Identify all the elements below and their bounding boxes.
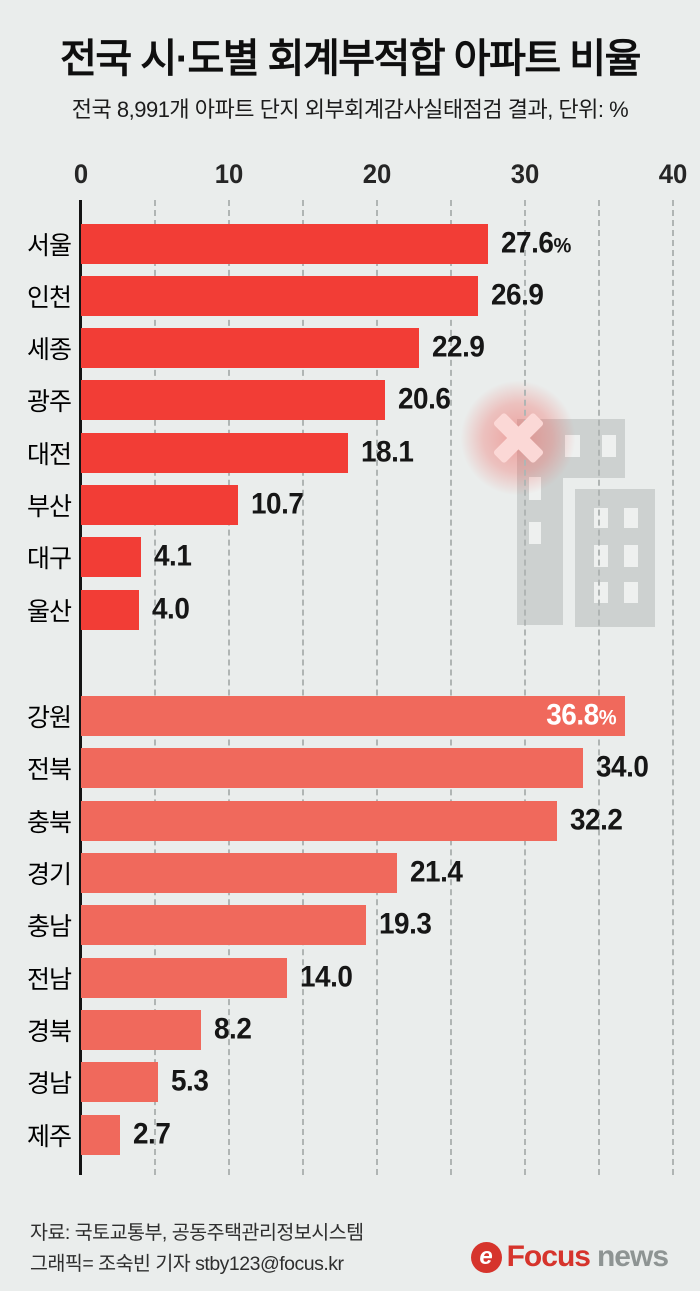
bar (81, 328, 419, 369)
bar-label: 울산 (26, 597, 72, 626)
bar (81, 852, 397, 893)
bar (81, 432, 348, 473)
gridline (524, 200, 526, 1175)
bar-label: 전남 (26, 965, 72, 994)
source-note: 자료: 국토교통부, 공동주택관리정보시스템 (30, 1222, 364, 1244)
bar (81, 380, 385, 421)
bar-label: 경남 (26, 1070, 72, 1099)
bar-label: 전북 (26, 756, 72, 785)
bar-label: 광주 (26, 388, 72, 417)
bar-label: 강원 (26, 704, 72, 732)
gridline (450, 200, 452, 1175)
bar-value-label: 2.7 (132, 1116, 171, 1150)
title-part-regular: 전국 시·도별 (60, 37, 268, 81)
bar (81, 1062, 159, 1103)
bar-value-label: 18.1 (360, 435, 414, 469)
title-part-regular: 비율 (559, 37, 641, 81)
bar-label: 충북 (26, 808, 72, 837)
bar (81, 1009, 202, 1050)
x-axis-tick-label: 30 (510, 159, 540, 189)
bar-value-label: 26.9 (491, 278, 544, 312)
x-axis-tick-label: 0 (73, 159, 89, 189)
chart-subtitle: 전국 8,991개 아파트 단지 외부회계감사실태점검 결과, 단위: % (71, 97, 629, 122)
bar-value-label: 19.3 (378, 907, 432, 941)
gridline (376, 200, 378, 1175)
credit-note: 그래픽= 조숙빈 기자 stby123@focus.kr (30, 1253, 344, 1275)
bar-label: 인천 (26, 283, 72, 312)
gridline (154, 200, 156, 1175)
x-axis-tick-label: 20 (362, 159, 392, 189)
y-axis-line (79, 200, 82, 1175)
bar-value-label: 14.0 (300, 959, 353, 993)
logo-suffix-text: news (596, 1240, 669, 1273)
bar (81, 537, 141, 578)
bar-label: 대구 (26, 545, 72, 574)
bar-value-label: 22.9 (431, 330, 485, 364)
title-part-bold: 회계부적합 아파트 (267, 37, 562, 81)
bar-value-label: 36.8% (545, 698, 616, 732)
bar-label: 부산 (26, 493, 72, 522)
focus-news-logo: e Focus news (470, 1240, 669, 1274)
bar-value-label: 21.4 (409, 855, 463, 889)
focus-swirl-icon: e (470, 1241, 502, 1273)
page-title: 전국 시·도별 회계부적합 아파트 비율 (0, 26, 700, 84)
bar (81, 223, 489, 264)
bar (81, 485, 239, 526)
gridline (228, 200, 230, 1175)
bar-value-label: 8.2 (214, 1012, 252, 1046)
bar (81, 1114, 120, 1155)
x-axis-tick-label: 40 (658, 159, 688, 189)
bar-label: 경북 (26, 1017, 72, 1046)
gridline (598, 200, 600, 1175)
percent-sign: % (598, 704, 616, 730)
bar (81, 957, 288, 998)
bar-value-label: 27.6% (501, 225, 572, 259)
bar-label: 제주 (26, 1122, 72, 1151)
bar-label: 경기 (26, 860, 72, 889)
bar-value-label: 4.0 (152, 592, 190, 626)
bar (81, 696, 625, 736)
logo-brand-text: Focus (506, 1240, 591, 1273)
bar (81, 589, 140, 630)
gridline (672, 200, 674, 1175)
bar-value-label: 4.1 (153, 539, 192, 573)
bar-label: 세종 (26, 336, 72, 365)
bar-value-label: 32.2 (569, 802, 623, 836)
bar-value-label: 5.3 (171, 1064, 209, 1098)
bar-label: 서울 (26, 231, 72, 260)
bar (81, 748, 584, 789)
bar-value-label: 20.6 (397, 382, 451, 416)
percent-sign: % (553, 231, 572, 257)
bar (81, 275, 479, 316)
gridline (302, 200, 304, 1175)
bar (81, 800, 557, 841)
bar-value-label: 34.0 (596, 750, 649, 784)
bar-label: 충남 (26, 913, 72, 942)
bar-label: 대전 (26, 440, 72, 469)
x-axis-tick-label: 10 (214, 159, 244, 189)
bar (81, 905, 366, 946)
bar-value-label: 10.7 (251, 487, 304, 521)
